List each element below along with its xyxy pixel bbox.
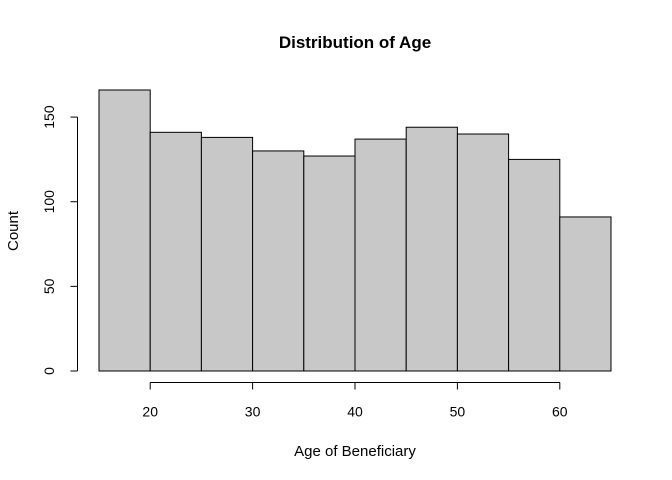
histogram-bar-50-55 xyxy=(456,133,510,372)
histogram-bar-55-60 xyxy=(508,158,561,372)
histogram-bar-40-45 xyxy=(354,138,407,372)
x-axis: 20 30 40 50 60 xyxy=(142,382,568,420)
y-axis: 0 50 100 150 xyxy=(41,105,78,375)
histogram-bar-45-50 xyxy=(405,126,458,372)
histogram-bar-25-30 xyxy=(200,136,254,372)
histogram-bar-60-65 xyxy=(559,216,612,372)
y-tick-label-150: 150 xyxy=(41,105,57,129)
x-tick-label-60: 60 xyxy=(552,404,568,420)
y-tick-label-100: 100 xyxy=(41,190,57,214)
bars-group xyxy=(98,89,612,372)
y-axis-label: Count xyxy=(5,210,22,251)
histogram-bar-15-20 xyxy=(98,89,151,372)
y-tick-label-50: 50 xyxy=(41,278,57,294)
x-tick-label-30: 30 xyxy=(245,404,261,420)
histogram-bar-35-40 xyxy=(303,155,356,372)
x-axis-label: Age of Beneficiary xyxy=(294,443,416,460)
histogram-bar-30-35 xyxy=(252,150,305,372)
x-tick-label-40: 40 xyxy=(347,404,363,420)
chart-title: Distribution of Age xyxy=(279,33,431,52)
histogram-bar-20-25 xyxy=(149,131,202,372)
x-tick-label-50: 50 xyxy=(450,404,466,420)
x-tick-label-20: 20 xyxy=(142,404,158,420)
y-tick-label-0: 0 xyxy=(41,367,57,375)
